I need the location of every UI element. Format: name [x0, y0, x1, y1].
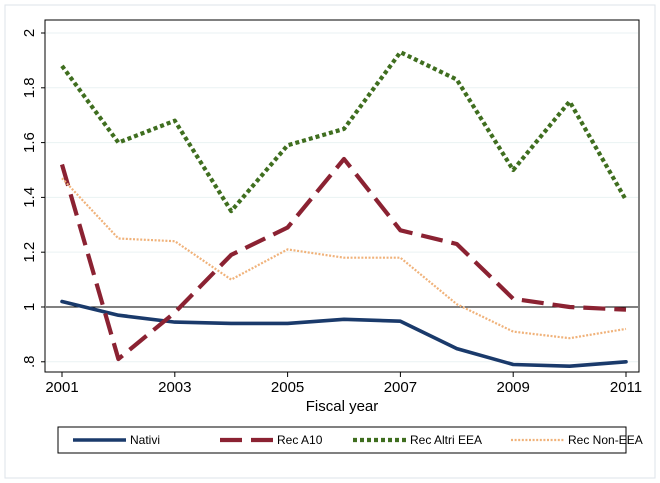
series-line-nativi [60, 299, 628, 369]
y-tick-label: 1.4 [21, 187, 38, 208]
y-tick-label: 1 [21, 303, 38, 311]
legend-label: Rec Altri EEA [410, 433, 482, 447]
series-line-rec-non-eea [61, 177, 627, 340]
x-tick-label: 2009 [497, 379, 530, 396]
y-tick-label: 1.2 [21, 242, 38, 263]
x-tick-label: 2001 [45, 379, 78, 396]
legend-box [57, 426, 627, 454]
x-axis-title: Fiscal year [306, 398, 379, 415]
y-tick-label: 1.8 [21, 77, 38, 98]
y-tick-label: 1.6 [21, 132, 38, 153]
series-line-rec-altri-eea [60, 50, 628, 214]
x-tick-label: 2011 [610, 379, 642, 396]
series-line-rec-a10 [59, 156, 627, 362]
legend-label: Nativi [130, 433, 160, 447]
series-lines [59, 50, 628, 369]
x-tick-label: 2007 [384, 379, 417, 396]
y-tick-label: .8 [21, 356, 38, 369]
y-tick-label: 2 [21, 29, 38, 37]
plot-area [44, 19, 640, 373]
x-tick-label: 2003 [158, 379, 191, 396]
x-axis: 2001 2003 2005 2007 2009 2011 [45, 372, 642, 396]
legend-label: Rec Non-EEA [568, 433, 643, 447]
legend: Nativi Rec A10 Rec Altri EEA Rec Non-EEA [73, 433, 643, 447]
legend-label: Rec A10 [277, 433, 323, 447]
x-tick-label: 2005 [271, 379, 304, 396]
y-axis: .8 1 1.2 1.4 1.6 1.8 2 [21, 29, 45, 368]
